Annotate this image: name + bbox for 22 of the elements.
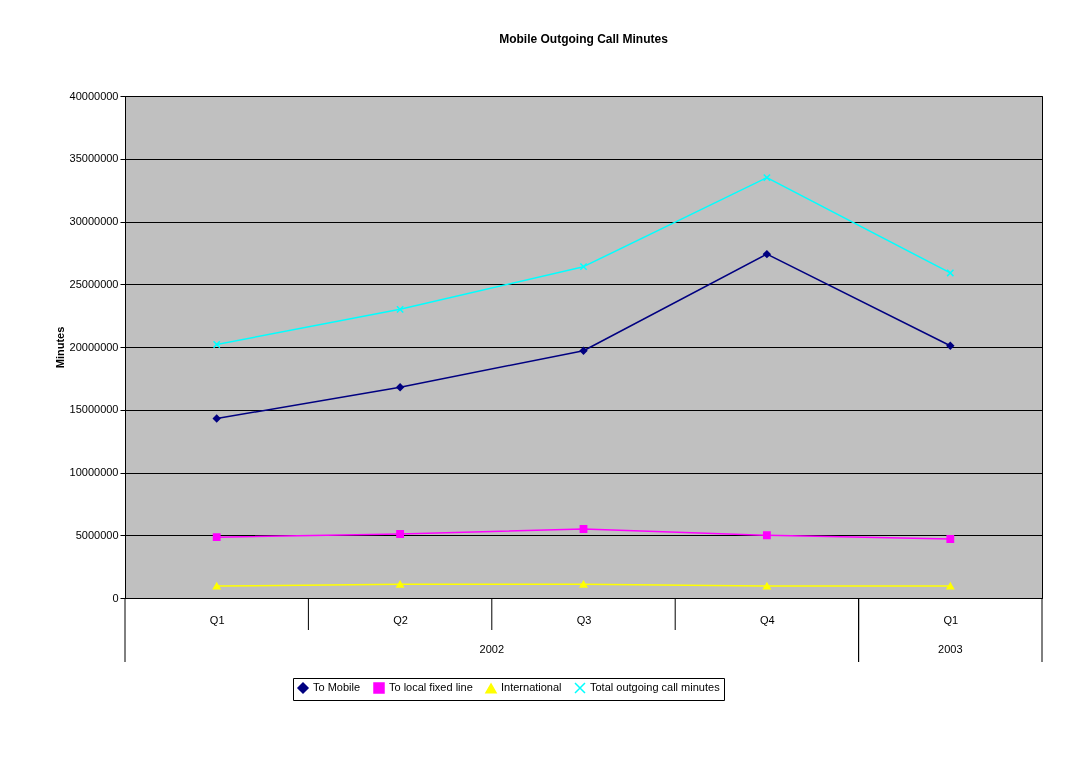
y-tick-label: 20000000 bbox=[69, 340, 119, 353]
text: 2003 bbox=[938, 643, 963, 655]
y-tick-label: 10000000 bbox=[69, 466, 119, 478]
legend-label: To local fixed line bbox=[389, 681, 473, 693]
y-tick-label: 30000000 bbox=[69, 215, 119, 227]
y-tick-label: 35000000 bbox=[69, 152, 119, 165]
y-tick-label: 25000000 bbox=[69, 277, 119, 290]
y-tick-label: 0 bbox=[112, 591, 119, 604]
x-tick-label: Q3 bbox=[576, 613, 592, 626]
legend-label: International bbox=[501, 681, 562, 694]
y-axis-title: Minutes bbox=[53, 326, 66, 369]
y-tick-label: 15000000 bbox=[69, 403, 119, 416]
legend-label: To Mobile bbox=[313, 681, 361, 693]
x-tick-label: Q4 bbox=[760, 613, 775, 626]
legend-label: Total outgoing call minutes bbox=[590, 681, 721, 693]
y-tick-label: 5000000 bbox=[75, 528, 119, 541]
x-tick-label: Q1 bbox=[209, 613, 225, 626]
text: 2002 bbox=[479, 643, 505, 655]
chart-title: Mobile Outgoing Call Minutes bbox=[499, 32, 669, 46]
y-tick-label: 40000000 bbox=[69, 89, 119, 102]
x-tick-label: Q2 bbox=[393, 613, 408, 626]
x-tick-label: Q1 bbox=[943, 613, 959, 626]
